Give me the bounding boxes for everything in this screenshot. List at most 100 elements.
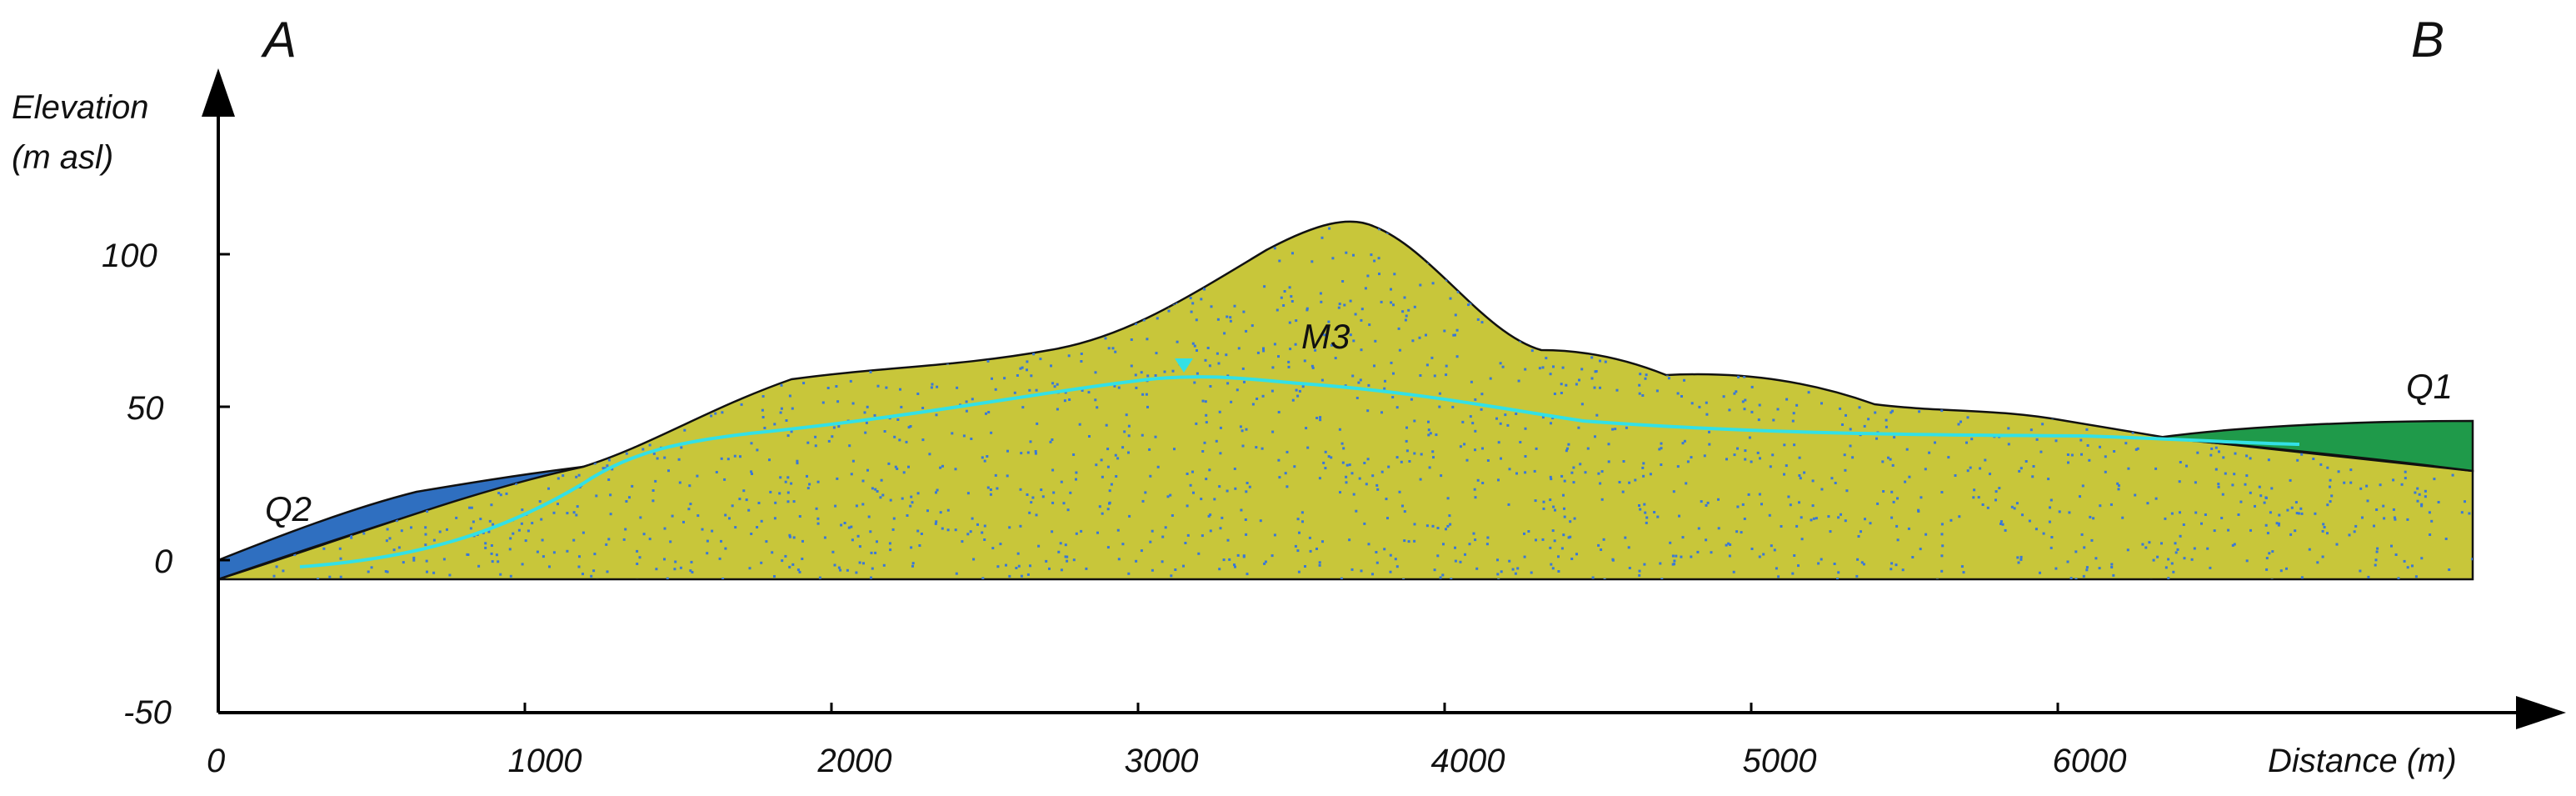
m3-dot [1726, 253, 1730, 256]
m3-dot [1193, 381, 1196, 384]
m3-dot [1705, 538, 1708, 542]
m3-dot [426, 570, 428, 573]
m3-dot [1375, 561, 1379, 564]
m3-dot [1277, 355, 1280, 358]
m3-dot [1607, 443, 1610, 446]
m3-dot [1019, 367, 1022, 370]
m3-dot [1962, 386, 1965, 389]
m3-dot [228, 298, 231, 301]
m3-dot [2383, 517, 2386, 520]
m3-dot [2387, 258, 2390, 261]
m3-dot [2437, 350, 2440, 353]
m3-dot [786, 491, 790, 494]
m3-dot [1140, 549, 1143, 553]
m3-dot [697, 264, 701, 268]
m3-dot [909, 425, 912, 428]
m3-dot [492, 273, 496, 276]
m3-dot [733, 305, 736, 308]
m3-dot [2366, 370, 2369, 373]
m3-dot [609, 513, 612, 516]
m3-dot [2432, 317, 2435, 319]
m3-dot [1209, 513, 1212, 517]
m3-dot [1572, 280, 1575, 283]
m3-dot [1867, 213, 1870, 215]
m3-dot [866, 304, 870, 308]
m3-dot [1407, 308, 1410, 312]
unit-m3-body [217, 220, 2474, 581]
m3-dot [1395, 456, 1399, 459]
m3-dot [1052, 491, 1056, 494]
m3-dot [1618, 481, 1621, 483]
m3-dot [2144, 546, 2148, 549]
m3-dot [1047, 256, 1051, 259]
m3-dot [1293, 465, 1296, 468]
m3-dot [675, 307, 678, 310]
m3-dot [1639, 373, 1642, 376]
m3-dot [774, 283, 777, 286]
m3-dot [2339, 399, 2342, 403]
m3-dot [372, 381, 376, 384]
m3-dot [791, 407, 794, 410]
m3-dot [2463, 229, 2465, 233]
m3-dot [2015, 502, 2019, 505]
m3-dot [1895, 288, 1899, 292]
m3-dot [2113, 450, 2116, 453]
m3-dot [403, 397, 407, 400]
m3-dot [1838, 339, 1841, 343]
m3-dot [625, 500, 628, 503]
m3-dot [1219, 452, 1222, 455]
m3-dot [1575, 383, 1578, 386]
m3-dot [2156, 307, 2159, 310]
m3-dot [1798, 474, 1801, 477]
m3-dot [874, 488, 877, 491]
m3-dot [2314, 512, 2317, 515]
m3-dot [804, 258, 807, 261]
m3-dot [715, 471, 718, 473]
m3-dot [2466, 405, 2469, 408]
m3-dot [656, 457, 659, 460]
m3-dot [1354, 313, 1357, 316]
m3-dot [1730, 298, 1733, 301]
m3-dot [1075, 471, 1078, 474]
m3-dot [1087, 219, 1090, 222]
m3-dot [1624, 536, 1627, 539]
m3-dot [2112, 254, 2115, 258]
m3-dot [1940, 569, 1944, 573]
m3-dot [410, 237, 413, 240]
m3-dot [955, 326, 958, 329]
m3-dot [2220, 284, 2224, 288]
m3-dot [437, 260, 439, 263]
m3-dot [1634, 478, 1637, 482]
m3-dot [798, 515, 801, 518]
m3-dot [2343, 321, 2346, 323]
m3-dot [1069, 330, 1072, 333]
m3-dot [1135, 386, 1138, 389]
m3-dot [1735, 322, 1738, 325]
m3-dot [973, 216, 976, 218]
m3-dot [1076, 252, 1079, 255]
m3-dot [1708, 443, 1711, 446]
m3-dot [1330, 343, 1333, 347]
m3-dot [1209, 385, 1212, 388]
m3-dot [1867, 347, 1870, 350]
m3-dot [606, 464, 609, 468]
m3-dot [1229, 319, 1232, 323]
m3-dot [1485, 230, 1489, 233]
m3-dot [427, 373, 430, 377]
m3-dot [665, 297, 668, 300]
m3-dot [850, 473, 853, 476]
m3-dot [460, 448, 463, 452]
m3-dot [931, 383, 934, 386]
m3-dot [831, 435, 834, 438]
m3-dot [733, 363, 736, 367]
m3-dot [282, 569, 285, 573]
m3-dot [1371, 474, 1375, 478]
m3-dot [1345, 481, 1348, 484]
m3-dot [2170, 348, 2174, 352]
m3-dot [1320, 236, 1324, 239]
m3-dot [2063, 291, 2065, 293]
m3-dot [1075, 340, 1078, 343]
m3-dot [1135, 256, 1138, 259]
m3-dot [407, 478, 410, 481]
m3-dot [946, 229, 949, 233]
